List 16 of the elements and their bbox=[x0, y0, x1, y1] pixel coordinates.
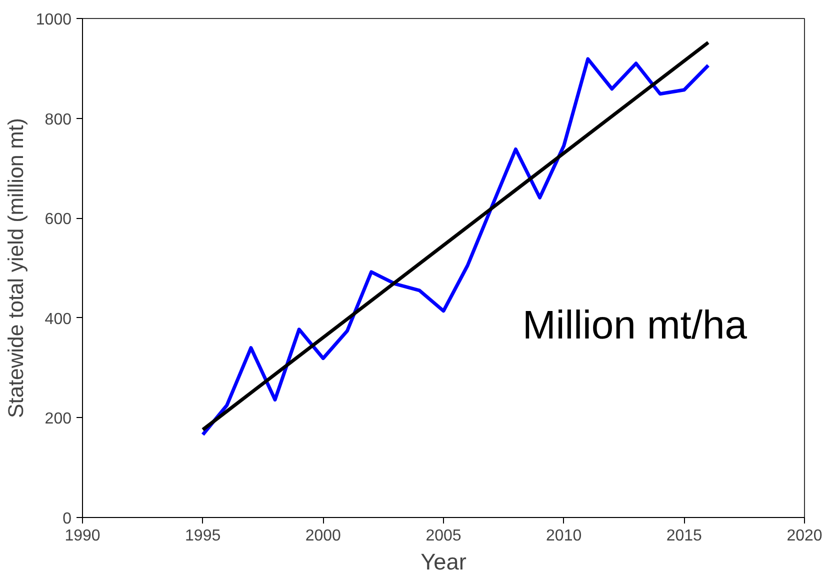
x-tick-label: 2010 bbox=[546, 528, 582, 544]
x-axis-title: Year bbox=[420, 548, 467, 574]
x-tick-label: 2005 bbox=[426, 528, 462, 544]
x-tick-label: 1990 bbox=[64, 528, 100, 544]
y-tick-label: 400 bbox=[44, 310, 72, 328]
y-tick-label: 0 bbox=[62, 510, 72, 528]
x-tick-label: 2000 bbox=[305, 528, 342, 544]
y-tick-label: 200 bbox=[44, 410, 72, 428]
y-tick-label: 800 bbox=[44, 111, 72, 128]
annotation: Million mt/ha bbox=[522, 304, 748, 348]
x-tick-label: 2015 bbox=[666, 528, 702, 544]
x-tick-label: 1995 bbox=[185, 528, 221, 544]
y-tick-label: 1000 bbox=[36, 12, 72, 28]
x-tick-label: 2020 bbox=[786, 528, 822, 544]
y-axis-title: Statewide total yield (million mt) bbox=[4, 118, 28, 418]
y-tick-label: 600 bbox=[44, 211, 72, 228]
